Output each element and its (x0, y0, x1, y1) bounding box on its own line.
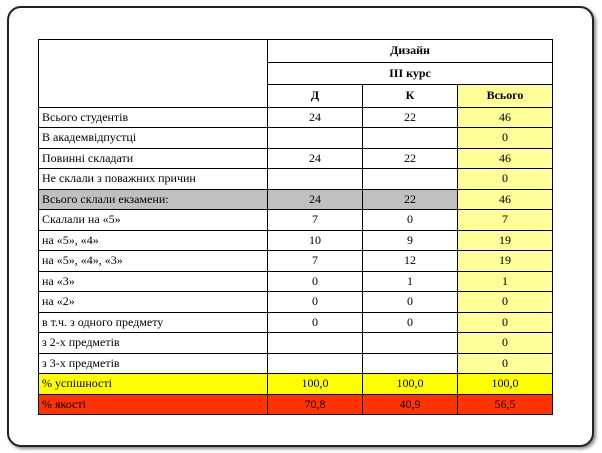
cell-total: 100,0 (457, 373, 553, 395)
cell-total: 19 (457, 250, 553, 272)
cell-k: 12 (362, 250, 458, 272)
cell-k (362, 332, 458, 354)
cell-k: 0 (362, 209, 458, 231)
cell-k: 100,0 (362, 373, 458, 395)
row-label: В академвідпустці (38, 127, 268, 149)
cell-d: 24 (267, 147, 363, 169)
table-row: Повинні складати 24 22 46 (38, 147, 553, 169)
cell-total: 1 (457, 270, 553, 292)
cell-d: 10 (267, 229, 363, 251)
col-header-k: К (362, 84, 458, 108)
table-row: Скалали на «5» 7 0 7 (38, 209, 553, 231)
cell-d: 7 (267, 209, 363, 231)
table-row: В академвідпустці 0 (38, 127, 553, 149)
cell-d (267, 127, 363, 149)
cell-k: 0 (362, 311, 458, 333)
cell-total: 19 (457, 229, 553, 251)
row-label: в т.ч. з одного предмету (38, 311, 268, 333)
table-row: на «5», «4», «3» 7 12 19 (38, 250, 553, 272)
corner-cell (38, 39, 268, 108)
cell-k: 9 (362, 229, 458, 251)
cell-total: 0 (457, 291, 553, 313)
col-header-d: Д (267, 84, 363, 108)
row-label: на «3» (38, 270, 268, 292)
cell-d (267, 168, 363, 190)
cell-total: 46 (457, 188, 553, 210)
row-label: Всього склали екзамени: (38, 188, 268, 210)
row-label: з 3-х предметів (38, 352, 268, 374)
table-row: % якості 70,8 40,9 56,5 (38, 393, 553, 415)
table-row: Не склали з поважних причин 0 (38, 168, 553, 190)
row-label: Скалали на «5» (38, 209, 268, 231)
cell-total: 0 (457, 352, 553, 374)
cell-total: 46 (457, 147, 553, 169)
cell-d: 70,8 (267, 393, 363, 415)
cell-total: 0 (457, 127, 553, 149)
row-label: Повинні складати (38, 147, 268, 169)
cell-k (362, 352, 458, 374)
cell-k (362, 127, 458, 149)
cell-d: 7 (267, 250, 363, 272)
table-row: на «5», «4» 10 9 19 (38, 229, 553, 251)
table-row: на «2» 0 0 0 (38, 291, 553, 313)
row-label: на «5», «4», «3» (38, 250, 268, 272)
table-row: на «3» 0 1 1 (38, 270, 553, 292)
department-header: Дизайн (267, 39, 553, 63)
cell-k: 1 (362, 270, 458, 292)
cell-total: 0 (457, 168, 553, 190)
table-row: з 3-х предметів 0 (38, 352, 553, 374)
cell-total: 7 (457, 209, 553, 231)
cell-d: 24 (267, 106, 363, 128)
table-row: в т.ч. з одного предмету 0 0 0 (38, 311, 553, 333)
exam-results-table: Дизайн ІІІ курс Д К Всього Всього студен… (38, 39, 553, 415)
row-label: з 2-х предметів (38, 332, 268, 354)
table-row: Всього студентів 24 22 46 (38, 106, 553, 128)
cell-k: 22 (362, 147, 458, 169)
cell-d: 0 (267, 270, 363, 292)
col-header-total: Всього (457, 84, 553, 108)
row-label: % успішності (38, 373, 268, 395)
row-label: Всього студентів (38, 106, 268, 128)
cell-d: 24 (267, 188, 363, 210)
cell-total: 56,5 (457, 393, 553, 415)
cell-total: 46 (457, 106, 553, 128)
cell-k: 22 (362, 106, 458, 128)
cell-k (362, 168, 458, 190)
cell-k: 40,9 (362, 393, 458, 415)
cell-d (267, 332, 363, 354)
cell-k: 22 (362, 188, 458, 210)
row-label: Не склали з поважних причин (38, 168, 268, 190)
table-row: з 2-х предметів 0 (38, 332, 553, 354)
cell-total: 0 (457, 332, 553, 354)
table-row: Всього склали екзамени: 24 22 46 (38, 188, 553, 210)
cell-d (267, 352, 363, 374)
cell-d: 0 (267, 311, 363, 333)
cell-d: 0 (267, 291, 363, 313)
cell-d: 100,0 (267, 373, 363, 395)
row-label: на «5», «4» (38, 229, 268, 251)
cell-total: 0 (457, 311, 553, 333)
row-label: на «2» (38, 291, 268, 313)
cell-k: 0 (362, 291, 458, 313)
row-label: % якості (38, 393, 268, 415)
table-row: % успішності 100,0 100,0 100,0 (38, 373, 553, 395)
course-header: ІІІ курс (267, 61, 553, 85)
